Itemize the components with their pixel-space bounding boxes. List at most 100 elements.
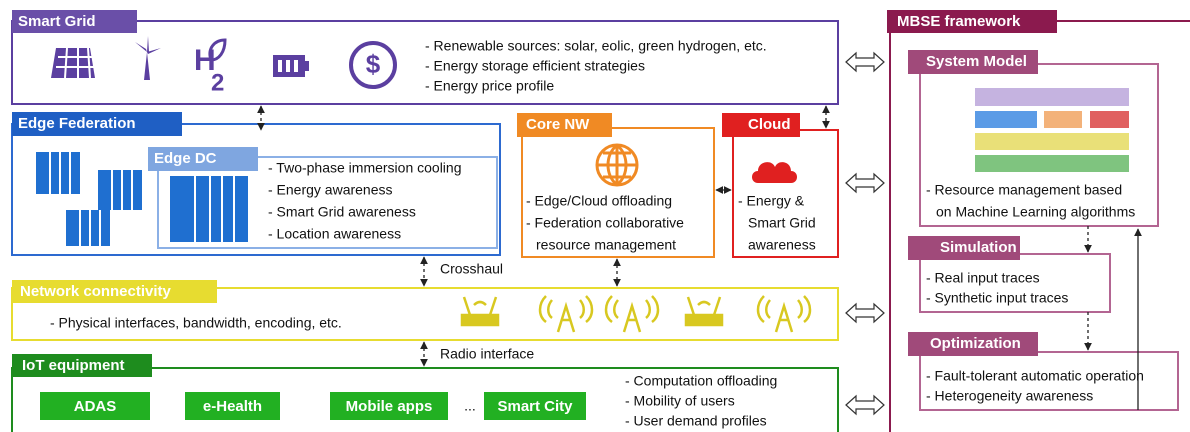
section-title: System Model [926,53,1027,70]
core-icon [595,143,639,187]
bullet: - Federation collaborative [526,215,684,231]
app-button [185,392,280,420]
app-button [40,392,150,420]
bullet: - User demand profiles [625,413,767,429]
tab [12,280,217,303]
smart-grid-box [11,20,839,105]
app-label: Mobile apps [346,398,433,415]
container-icon [36,152,80,194]
router-icon [684,313,724,327]
double-arrow [845,172,885,194]
bullet: - Mobility of users [625,393,735,409]
cloud-icon [752,162,797,183]
bar [1044,111,1082,128]
antennas [460,295,812,333]
label: Crosshaul [440,261,503,277]
tab [722,113,800,137]
core-nw-box [521,127,715,258]
system-model-box [919,63,1159,227]
wind-icon [135,36,161,80]
section-title: MBSE framework [897,13,1021,30]
container-icon [98,170,142,210]
smart-grid-icons [51,36,397,89]
tower-icon [604,295,660,333]
bullet: awareness [748,237,816,253]
tower-icon [538,295,594,333]
battery-tip [305,61,309,71]
double-arrows [845,51,885,416]
section-title: IoT equipment [22,357,125,374]
bullet: - Heterogeneity awareness [926,388,1093,404]
bullet: on Machine Learning algorithms [936,204,1135,220]
bullet: - Physical interfaces, bandwidth, encodi… [50,315,342,331]
section-title: Core NW [526,116,590,133]
bar [975,155,1129,172]
optimization-box [919,351,1179,411]
solar-icon [51,48,95,78]
bar [1090,111,1129,128]
tab [908,332,1038,356]
bullet: resource management [536,237,676,253]
boxes [11,20,1190,432]
solar-grid [56,47,94,79]
tab [517,113,612,137]
app-label: Smart City [497,398,573,415]
tabs [12,10,1057,377]
container-icon [66,210,110,246]
bullet: - Energy price profile [425,78,554,94]
section-title: Optimization [930,335,1021,352]
bar [975,133,1129,150]
dollar-sign: $ [366,49,381,79]
bullet: - Renewable sources: solar, eolic, green… [425,38,767,54]
network-box [11,287,839,341]
bullet: - Energy storage efficient strategies [425,58,645,74]
tab [908,236,1020,260]
containers [36,152,248,246]
bullet: - Synthetic input traces [926,290,1068,306]
model-bars [975,88,1129,172]
dollar-icon [349,41,397,89]
tab [12,10,137,33]
bullet: - Energy & [738,193,805,209]
double-arrow [845,302,885,324]
label: Radio interface [440,346,534,362]
container-stripes [49,152,235,246]
tab [12,354,152,377]
battery-cells [278,60,298,72]
app-button [330,392,448,420]
router-icon [460,313,500,327]
section-title: Network connectivity [20,283,172,300]
bar [975,88,1129,106]
app-label: ADAS [74,398,117,415]
tab [887,10,1057,33]
section-title: Edge DC [154,150,217,167]
bullet: - Resource management based [926,182,1122,198]
double-arrow [845,51,885,73]
dashed-arrows [257,105,830,367]
section-title: Cloud [748,116,791,133]
bullet: Smart Grid [748,215,816,231]
bullet: - Energy awareness [268,182,393,198]
double-arrow [845,394,885,416]
edge-dc-box [157,156,498,249]
bullet: - Real input traces [926,270,1040,286]
globe-lines [597,143,637,187]
ellipsis: ... [464,398,476,414]
tower-icon [756,295,812,333]
router-antenna [686,296,722,316]
app-button [484,392,586,420]
bar [975,111,1037,128]
bullet: - Edge/Cloud offloading [526,193,672,209]
bullet: - Location awareness [268,226,401,242]
h-symbol: H [194,44,216,77]
section-title: Simulation [940,239,1017,256]
bullet: - Computation offloading [625,373,777,389]
tab [148,147,258,171]
tab [12,112,182,136]
app-label: e-Health [203,398,262,415]
h-subscript: 2 [211,69,224,96]
edge-federation-box [11,123,501,256]
leaf-icon [208,38,227,62]
bullet: - Two-phase immersion cooling [268,160,462,176]
